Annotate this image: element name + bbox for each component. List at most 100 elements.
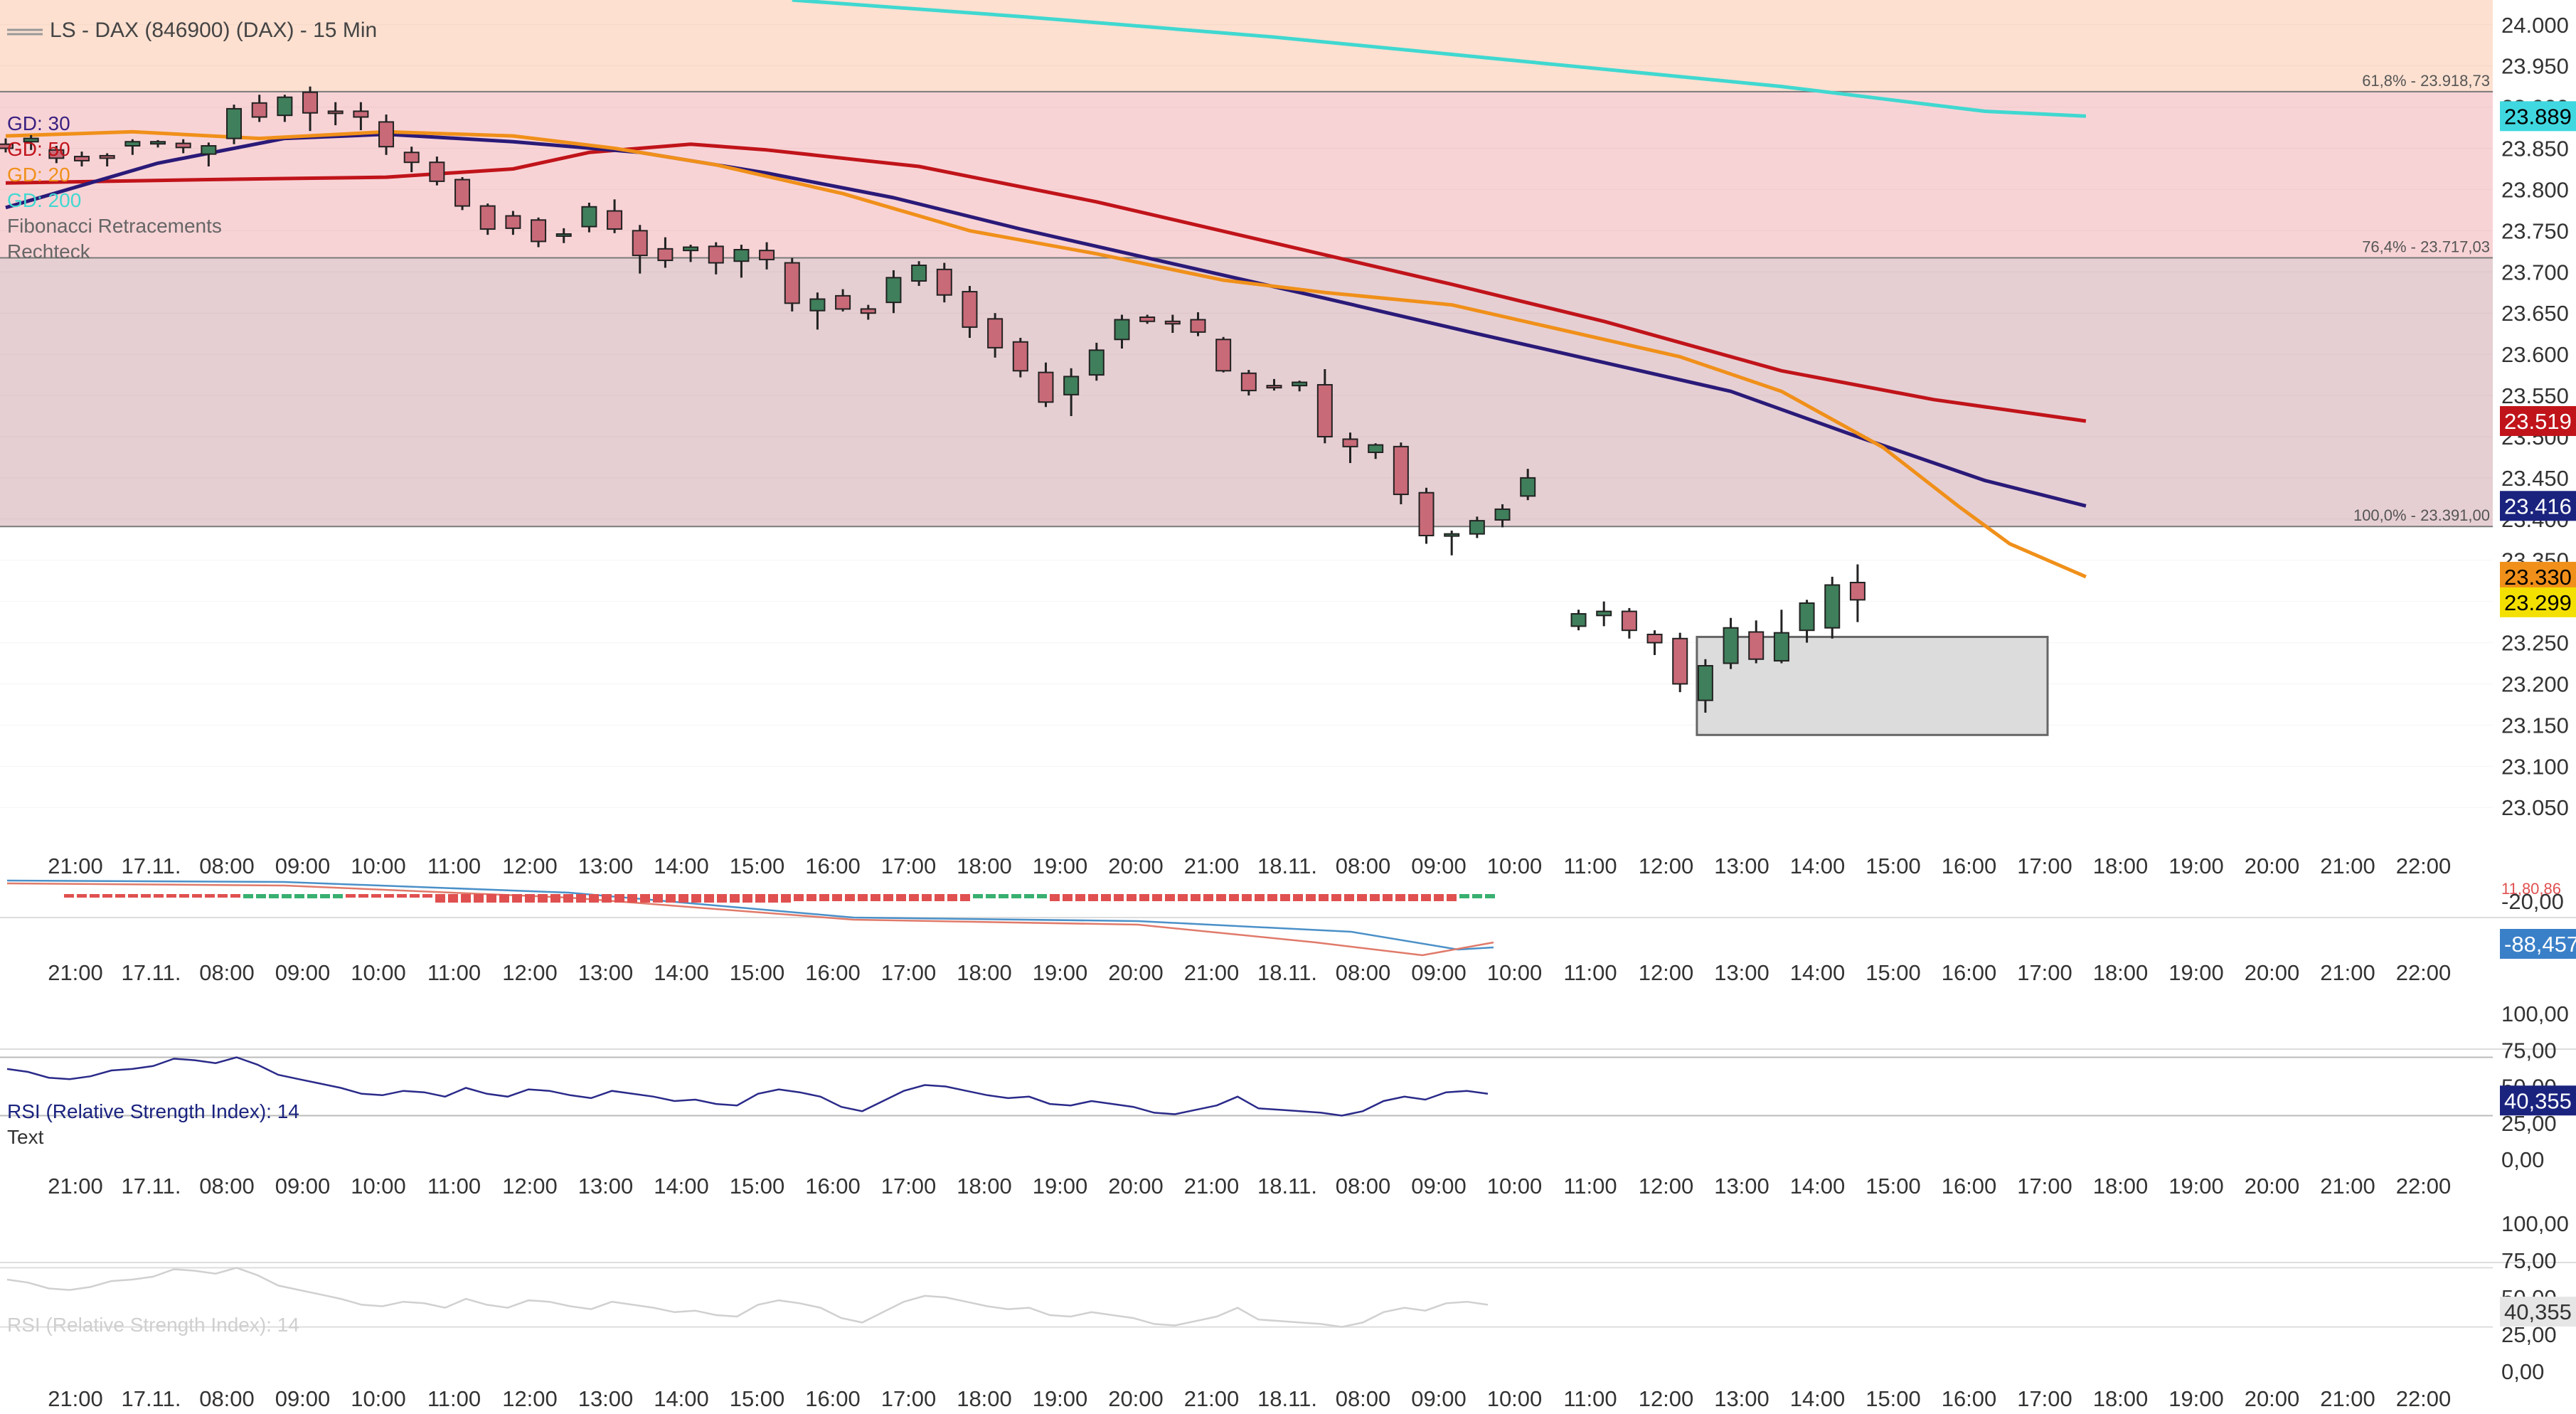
macd-bar [448, 894, 458, 903]
candle-up [809, 298, 826, 312]
time-label: 17.11. [122, 1386, 181, 1411]
rsi-line [6, 1056, 1489, 1117]
candle-up [1292, 381, 1308, 387]
time-label: 11:00 [427, 1386, 481, 1411]
macd-badge [2500, 929, 2576, 959]
candle-down [48, 149, 65, 159]
macd-bar [781, 894, 791, 903]
time-label: 13:00 [1714, 1386, 1769, 1411]
candle-down [987, 318, 1004, 349]
time-label: 11:00 [1563, 1174, 1617, 1198]
time-label: 21:00 [1184, 1174, 1240, 1198]
time-label: 09:00 [275, 960, 331, 985]
macd-bar [1344, 894, 1354, 901]
ma-line-200 [792, 0, 2087, 118]
candle-up [124, 141, 141, 147]
macd-bar [269, 894, 279, 898]
macd-bar [1191, 894, 1201, 901]
candle-down [302, 91, 319, 114]
price-tick: 23.550 [2501, 383, 2569, 408]
price-tick: 23.650 [2501, 301, 2569, 326]
macd-bar [640, 894, 650, 903]
macd-bar [1280, 894, 1290, 901]
time-label: 14:00 [1790, 854, 1846, 878]
macd-bar [1447, 894, 1457, 901]
time-label: 18.11. [1257, 960, 1317, 985]
candle-down [531, 219, 547, 243]
time-label: 14:00 [1790, 960, 1846, 985]
time-label: 17:00 [2017, 960, 2072, 985]
macd-bar [832, 894, 842, 901]
macd-bar [461, 894, 471, 903]
legend-extra: Fibonacci Retracements [7, 215, 222, 237]
macd-bar [410, 894, 420, 898]
time-label: 19:00 [2168, 960, 2224, 985]
rsi-tick: 100,00 [2501, 1001, 2569, 1026]
candle-down [1849, 582, 1866, 601]
macd-bar [1242, 894, 1252, 901]
macd-bar [909, 894, 919, 901]
time-label: 18.11. [1257, 1386, 1317, 1411]
macd-bar [77, 894, 87, 898]
macd-bar [1229, 894, 1239, 901]
macd-bar [691, 894, 701, 903]
time-label: 18:00 [2093, 960, 2149, 985]
macd-bar [1127, 894, 1137, 901]
macd-bar [755, 894, 765, 903]
time-label: 20:00 [2245, 1174, 2300, 1198]
time-label: 14:00 [654, 960, 709, 985]
macd-bar [128, 894, 138, 898]
time-label: 13:00 [578, 1174, 634, 1198]
price-tick: 23.050 [2501, 795, 2569, 820]
candle-down [1012, 341, 1028, 372]
macd-tick: -20,00 [2501, 889, 2564, 914]
macd-bar [999, 894, 1008, 898]
macd-bar [1139, 894, 1149, 901]
macd-bar [384, 894, 394, 898]
time-label: 17.11. [122, 960, 181, 985]
candle-down [607, 210, 623, 230]
time-label: 15:00 [730, 854, 785, 878]
macd-bar [1357, 894, 1367, 901]
macd-bar [282, 894, 292, 898]
time-label: 08:00 [1336, 1174, 1391, 1198]
macd-bar [1485, 894, 1495, 898]
price-tick: 23.150 [2501, 713, 2569, 738]
ma-line-50 [5, 142, 2087, 423]
candle-up [1697, 665, 1713, 701]
candle-up [226, 107, 243, 139]
macd-tick: 11,80,86 [2501, 880, 2561, 898]
candle-up [1494, 508, 1511, 521]
time-label: 11:00 [1563, 854, 1617, 878]
time-label: 09:00 [1411, 854, 1467, 878]
candle-down [1190, 319, 1206, 333]
macd-bar [1331, 894, 1341, 901]
fib-label: 76,4% - 23.717,03 [2362, 238, 2490, 256]
candle-down [784, 262, 800, 304]
candle-down [378, 121, 395, 148]
time-label: 20:00 [1108, 854, 1164, 878]
price-tick: 23.700 [2501, 260, 2569, 285]
time-label: 17:00 [881, 854, 937, 878]
time-label: 18.11. [1257, 854, 1317, 878]
candle-down [1342, 438, 1358, 447]
time-label: 15:00 [1866, 1386, 1921, 1411]
macd-bar [704, 894, 714, 903]
time-label: 18:00 [957, 960, 1012, 985]
time-label: 19:00 [1033, 854, 1088, 878]
time-label: 11:00 [427, 854, 481, 878]
time-label: 14:00 [654, 1386, 709, 1411]
time-label: 08:00 [199, 854, 255, 878]
time-label: 19:00 [2168, 1386, 2224, 1411]
time-label: 16:00 [805, 1386, 861, 1411]
time-label: 09:00 [275, 1174, 331, 1198]
time-label: 16:00 [1942, 854, 1997, 878]
macd-bar [614, 894, 624, 903]
rsi-tick: 0,00 [2501, 1147, 2544, 1172]
candle-up [581, 206, 597, 228]
time-label: 08:00 [1336, 1386, 1391, 1411]
candle-down [759, 250, 775, 260]
macd-bar [973, 894, 983, 898]
macd-bar [730, 894, 740, 903]
